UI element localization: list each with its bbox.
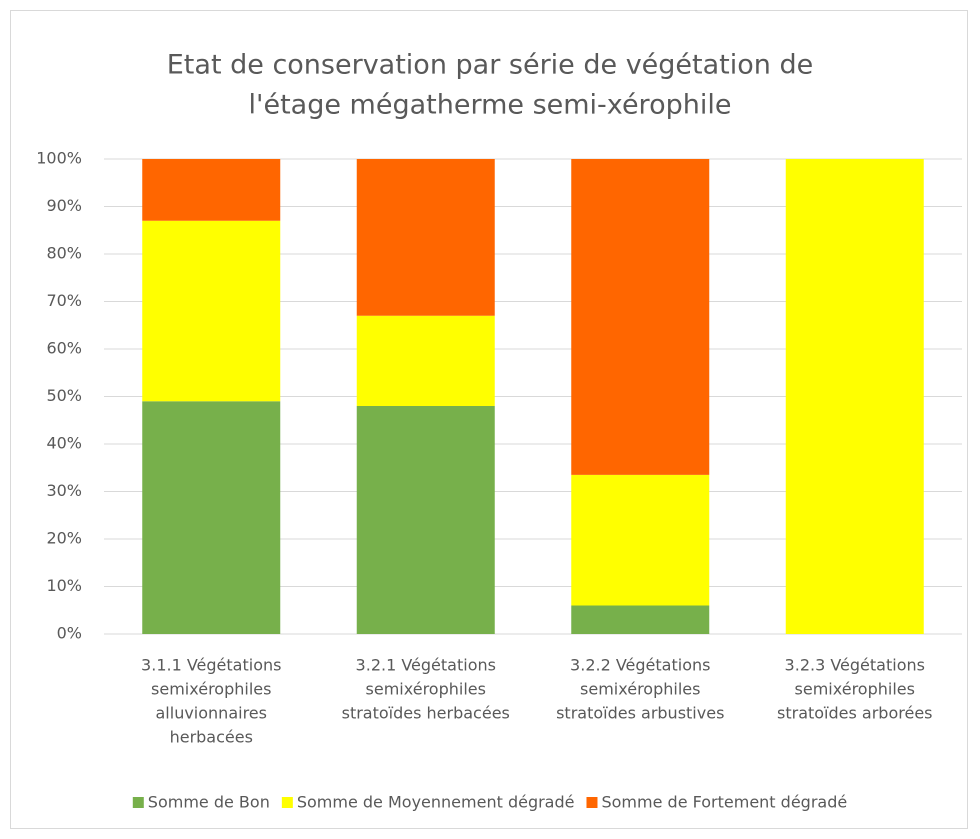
y-tick-label: 20% — [46, 529, 82, 548]
x-tick-label: 3.2.1 Végétations — [356, 656, 496, 675]
y-tick-label: 70% — [46, 291, 82, 310]
bar-segment — [142, 401, 281, 634]
bar-segment — [356, 406, 495, 634]
y-tick-label: 90% — [46, 196, 82, 215]
bar-segment — [356, 159, 495, 316]
bar-segment — [571, 474, 710, 606]
y-tick-label: 10% — [46, 576, 82, 595]
bar-segment — [785, 159, 924, 634]
bar-segment — [571, 159, 710, 475]
y-tick-label: 30% — [46, 481, 82, 500]
x-tick-label: stratoïdes arbustives — [556, 704, 724, 723]
legend-label: Somme de Bon — [148, 793, 270, 812]
chart-title: l'étage mégatherme semi-xérophile — [249, 90, 732, 121]
x-tick-label: stratoïdes herbacées — [342, 704, 510, 723]
y-tick-label: 80% — [46, 244, 82, 263]
x-tick-label: 3.1.1 Végétations — [141, 656, 281, 675]
x-tick-label: semixérophiles — [795, 680, 915, 699]
y-tick-label: 40% — [46, 434, 82, 453]
x-tick-label: 3.2.2 Végétations — [570, 656, 710, 675]
legend-swatch — [281, 797, 293, 808]
legend-swatch — [586, 797, 598, 808]
bar-segment — [142, 159, 281, 221]
x-tick-label: herbacées — [170, 728, 253, 747]
y-tick-label: 100% — [36, 149, 82, 168]
y-tick-label: 60% — [46, 339, 82, 358]
bar-segment — [571, 605, 710, 634]
x-tick-label: semixérophiles — [151, 680, 271, 699]
chart-title: Etat de conservation par série de végéta… — [167, 50, 813, 81]
bar-segment — [356, 315, 495, 406]
legend-swatch — [132, 797, 144, 808]
legend-label: Somme de Moyennement dégradé — [297, 793, 575, 812]
y-tick-label: 0% — [57, 624, 82, 643]
x-tick-label: semixérophiles — [580, 680, 700, 699]
legend-label: Somme de Fortement dégradé — [601, 793, 847, 812]
y-tick-label: 50% — [46, 386, 82, 405]
x-tick-label: alluvionnaires — [156, 704, 267, 723]
x-tick-label: semixérophiles — [366, 680, 486, 699]
bar-segment — [142, 220, 281, 402]
x-tick-label: stratoïdes arborées — [777, 704, 933, 723]
x-tick-label: 3.2.3 Végétations — [785, 656, 925, 675]
